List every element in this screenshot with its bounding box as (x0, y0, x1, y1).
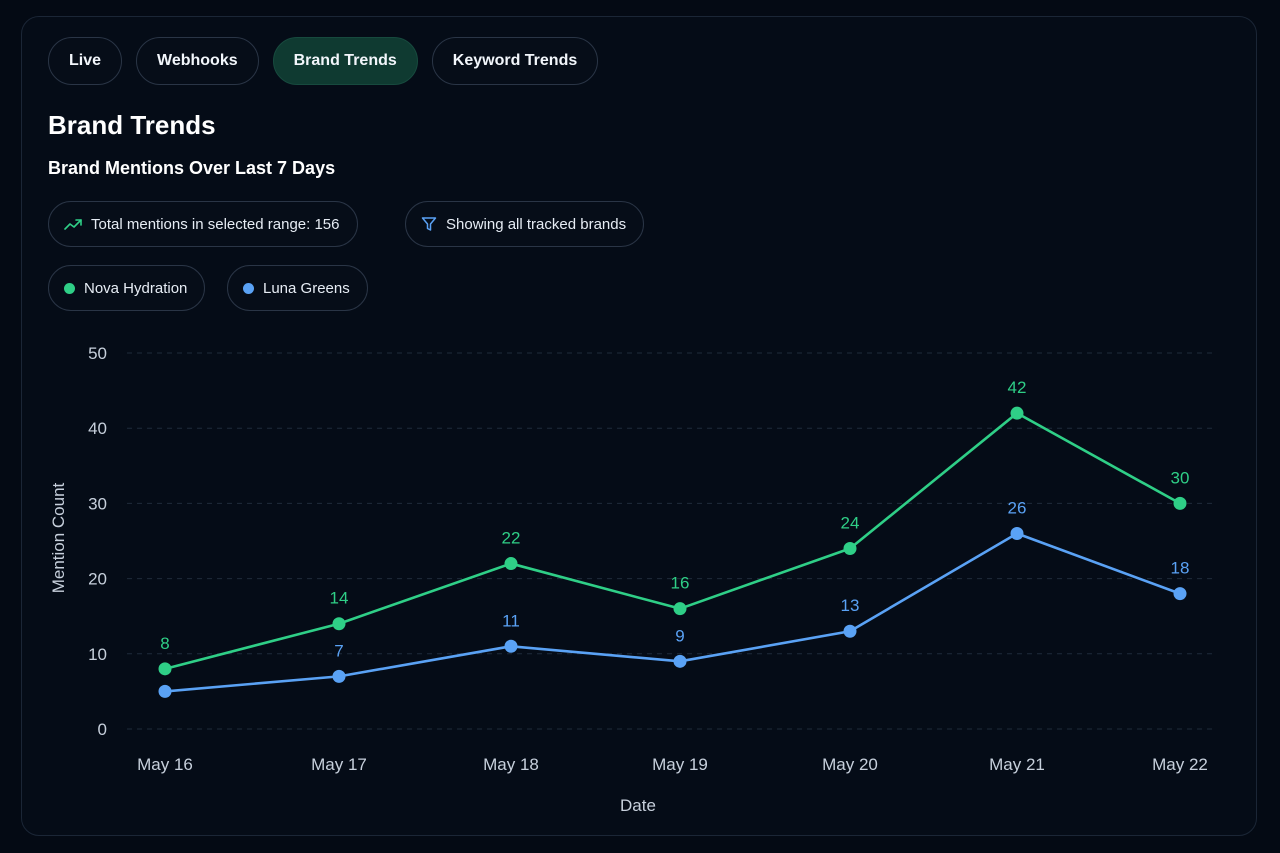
y-tick-label-50: 50 (88, 344, 107, 363)
series-line-nova-hydration (163, 411, 1182, 671)
data-label-nova-hydration-2: 22 (502, 529, 521, 548)
total-mentions-label: Total mentions in selected range: 156 (91, 215, 340, 233)
tab-brand-trends[interactable]: Brand Trends (272, 37, 418, 85)
data-label-nova-hydration-5: 42 (1008, 378, 1027, 397)
data-point-nova-hydration-2 (504, 557, 518, 571)
data-label-nova-hydration-3: 16 (671, 574, 690, 593)
data-point-nova-hydration-5 (1010, 406, 1024, 420)
data-point-nova-hydration-1 (332, 617, 346, 631)
tab-webhooks[interactable]: Webhooks (136, 37, 259, 85)
data-point-luna-greens-2 (504, 639, 518, 653)
x-tick-label-4: May 20 (822, 755, 878, 774)
x-tick-label-1: May 17 (311, 755, 367, 774)
y-tick-label-40: 40 (88, 419, 107, 438)
data-label-nova-hydration-0: 8 (160, 634, 169, 653)
page-title: Brand Trends (48, 110, 216, 140)
y-tick-label-30: 30 (88, 494, 107, 513)
data-point-luna-greens-6 (1173, 587, 1187, 601)
data-point-luna-greens-1 (332, 669, 346, 683)
data-label-nova-hydration-1: 14 (330, 589, 349, 608)
y-tick-label-20: 20 (88, 570, 107, 589)
x-axis-title: Date (620, 796, 656, 815)
series-line-luna-greens (163, 532, 1182, 693)
tab-bar: Live Webhooks Brand Trends Keyword Trend… (48, 37, 599, 85)
tab-live[interactable]: Live (48, 37, 123, 85)
data-label-nova-hydration-6: 30 (1171, 468, 1190, 487)
x-tick-label-0: May 16 (137, 755, 193, 774)
data-point-nova-hydration-0 (158, 662, 172, 676)
chart-title: Brand Mentions Over Last 7 Days (48, 158, 336, 178)
x-tick-label-6: May 22 (1152, 755, 1208, 774)
x-tick-label-3: May 19 (652, 755, 708, 774)
tab-keyword-trends[interactable]: Keyword Trends (431, 37, 599, 85)
data-point-nova-hydration-3 (673, 602, 687, 616)
legend-label-luna: Luna Greens (263, 279, 350, 297)
data-label-luna-greens-1: 7 (334, 641, 343, 660)
y-tick-label-0: 0 (98, 720, 107, 739)
data-label-luna-greens-5: 26 (1008, 498, 1027, 517)
y-axis-title: Mention Count (49, 482, 68, 593)
data-point-luna-greens-0 (158, 684, 172, 698)
data-label-luna-greens-6: 18 (1171, 559, 1190, 578)
y-tick-label-10: 10 (88, 645, 107, 664)
data-label-luna-greens-2: 11 (502, 611, 520, 630)
legend-item-nova-hydration[interactable]: Nova Hydration (48, 265, 206, 311)
brand-filter-label: Showing all tracked brands (446, 215, 627, 233)
data-point-nova-hydration-4 (843, 542, 857, 556)
legend-dot-luna (243, 282, 254, 294)
legend-label-nova: Nova Hydration (84, 279, 188, 297)
x-tick-label-2: May 18 (483, 755, 539, 774)
data-label-luna-greens-4: 13 (841, 596, 860, 615)
data-label-nova-hydration-4: 24 (841, 514, 860, 533)
data-point-nova-hydration-6 (1173, 496, 1187, 510)
brand-trends-card (21, 16, 1257, 836)
total-mentions-badge: Total mentions in selected range: 156 (48, 201, 358, 247)
brand-filter-button[interactable]: Showing all tracked brands (405, 201, 645, 247)
x-tick-label-5: May 21 (989, 755, 1045, 774)
data-label-luna-greens-3: 9 (675, 626, 684, 645)
filter-icon (421, 217, 437, 231)
data-point-luna-greens-3 (673, 654, 687, 668)
legend-dot-nova (64, 282, 75, 294)
legend-item-luna-greens[interactable]: Luna Greens (227, 265, 368, 311)
data-point-luna-greens-4 (843, 624, 857, 638)
trend-up-icon (64, 219, 82, 230)
data-point-luna-greens-5 (1010, 526, 1024, 540)
